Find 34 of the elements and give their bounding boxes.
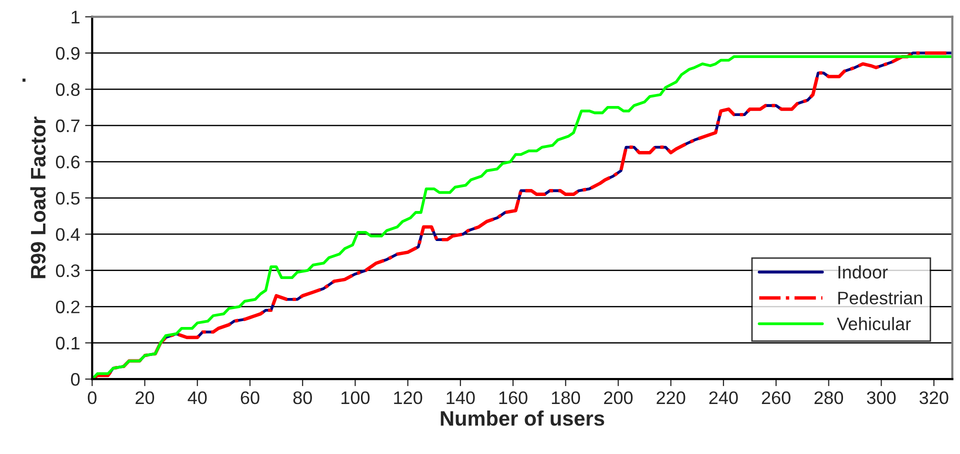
x-axis-title: Number of users — [440, 410, 604, 426]
x-tick-label: 200 — [604, 391, 633, 404]
x-tick-label: 180 — [552, 391, 580, 404]
legend-label: Pedestrian — [838, 291, 922, 304]
y-tick-label: 0.5 — [56, 192, 80, 205]
x-tick-label: 140 — [446, 391, 475, 404]
y-tick-label: 0.2 — [56, 300, 80, 314]
y-tick-label: 0.1 — [56, 336, 80, 350]
x-tick-label: 100 — [342, 391, 370, 404]
text: . — [22, 78, 26, 82]
y-tick-label: 0.7 — [56, 119, 80, 132]
x-tick-label: 120 — [394, 391, 422, 404]
x-tick-label: 20 — [136, 391, 154, 404]
y-tick-label: 1 — [72, 10, 80, 24]
y-axis-title: R99 Load Factor — [30, 116, 46, 278]
x-tick-label: 80 — [293, 391, 312, 404]
x-tick-label: 220 — [656, 391, 686, 404]
x-tick-label: 300 — [866, 391, 896, 404]
y-tick-label: 0.8 — [56, 83, 80, 96]
x-tick-label: 0 — [88, 391, 96, 404]
y-tick-label: 0.3 — [56, 264, 80, 278]
x-tick-label: 320 — [920, 391, 948, 404]
x-tick-label: 40 — [188, 391, 207, 404]
x-tick-label: 280 — [814, 391, 844, 404]
x-tick-label: 60 — [240, 391, 260, 404]
x-tick-label: 260 — [762, 391, 790, 404]
x-tick-label: 240 — [709, 391, 738, 404]
legend-label: Indoor — [838, 265, 888, 279]
y-tick-label: 0.4 — [56, 228, 80, 241]
y-tick-label: 0.9 — [56, 46, 80, 60]
y-tick-label: 0 — [71, 373, 80, 386]
legend-label: Vehicular — [836, 317, 911, 330]
y-tick-label: 0.6 — [56, 156, 80, 168]
x-tick-label: 160 — [499, 391, 528, 404]
